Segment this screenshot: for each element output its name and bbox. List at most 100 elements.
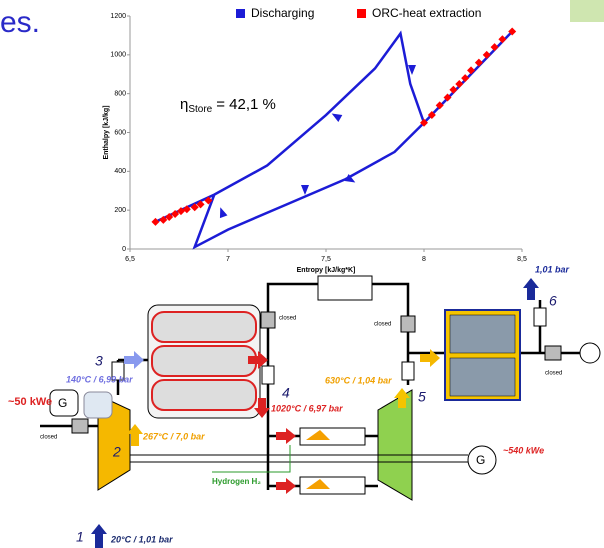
label: 1 (76, 529, 84, 545)
label: closed (545, 371, 562, 377)
point (182, 205, 191, 214)
point (159, 215, 168, 224)
combustor (299, 476, 366, 495)
point (165, 212, 174, 221)
valve (71, 418, 89, 434)
compressor (97, 394, 131, 491)
heat-exchanger (317, 275, 373, 301)
direction-arrow (219, 207, 228, 219)
y-tick-label: 200 (114, 207, 126, 214)
combustor (299, 427, 366, 446)
point (196, 200, 205, 209)
eta-val: = 42,1 % (216, 96, 276, 113)
point (490, 43, 499, 52)
point (461, 74, 470, 83)
tank (151, 311, 257, 343)
valve (260, 311, 276, 329)
label: 2 (112, 444, 121, 460)
point (435, 101, 444, 110)
tank (151, 345, 257, 377)
label: 630°C / 1,04 bar (325, 375, 392, 385)
arrow (420, 349, 440, 367)
h2-line (212, 445, 291, 473)
point (443, 93, 452, 102)
title-fragment: es. (0, 6, 40, 39)
label: 1020°C / 6,97 bar (271, 403, 343, 413)
turbine (377, 389, 413, 501)
annotation: ηStore = 42,1 % (180, 96, 276, 115)
arrow (124, 351, 144, 369)
corner-image (570, 0, 604, 22)
throttle (111, 361, 125, 381)
y-tick-label: 1000 (110, 52, 126, 59)
generator (467, 445, 497, 475)
arrow (91, 524, 107, 548)
point (420, 118, 428, 127)
label: 1,01 bar (535, 264, 570, 274)
legend-label: Discharging (251, 6, 314, 20)
label: 4 (282, 385, 290, 401)
point (449, 85, 458, 94)
point (190, 203, 199, 212)
throttle (261, 365, 275, 385)
point (467, 66, 476, 75)
point (482, 50, 491, 59)
arrows (91, 278, 539, 548)
diagram-labels: 1,01 bar 6 3 140°C / 6,99 bar ~50 kWe G … (8, 264, 570, 544)
arrow (523, 278, 539, 300)
label: ~50 kWe (8, 396, 52, 408)
legend-label: ORC-heat extraction (372, 6, 481, 20)
label: 267°C / 7,0 bar (142, 431, 205, 441)
y-tick-label: 400 (114, 168, 126, 175)
direction-arrow (301, 185, 309, 195)
legend-swatch (357, 9, 366, 18)
point (204, 196, 213, 205)
y-tick-label: 600 (114, 129, 126, 136)
label: G (58, 396, 67, 410)
flame (306, 479, 330, 489)
valve (400, 315, 416, 333)
point (427, 111, 436, 120)
orc-image (449, 314, 516, 354)
valve (544, 345, 562, 361)
pump (579, 342, 601, 364)
label: closed (374, 322, 391, 328)
x-tick-label: 7 (226, 256, 230, 263)
y-tick-label: 0 (122, 246, 126, 253)
x-tick-label: 8 (422, 256, 426, 263)
label: G (476, 453, 485, 467)
point (151, 217, 160, 226)
throttle (533, 307, 547, 327)
legend-swatch (236, 9, 245, 18)
orc-image (449, 357, 516, 397)
arrow (248, 351, 268, 369)
y-axis-label: Enthalpy [kJ/kg] (103, 105, 110, 159)
label: closed (279, 316, 296, 322)
label: ~540 kWe (503, 445, 544, 455)
line (154, 30, 514, 250)
arrow (394, 388, 410, 408)
label: 140°C / 6,99 bar (66, 374, 133, 384)
label: 6 (549, 293, 557, 309)
point (508, 27, 517, 36)
throttle (401, 361, 415, 381)
eta-sub: Store (188, 104, 212, 115)
direction-arrow (344, 174, 356, 183)
flame (306, 430, 330, 440)
point (171, 210, 180, 219)
label: 20°C / 1,01 bar (110, 534, 173, 544)
label: closed (40, 435, 57, 441)
x-tick-label: 6,5 (125, 256, 135, 263)
components (49, 275, 601, 501)
direction-arrow (331, 113, 343, 122)
point (474, 58, 483, 67)
cooler (83, 391, 113, 419)
x-tick-label: 7,5 (321, 256, 331, 263)
arrow (127, 424, 143, 446)
label: 5 (418, 389, 426, 405)
x-tick-label: 8,5 (517, 256, 527, 263)
chart: 0 200 400 600 800 1000 1200 6,5 7 7,5 8 8,5 Entropy … (103, 6, 527, 274)
point (455, 79, 464, 88)
tank (151, 379, 257, 411)
